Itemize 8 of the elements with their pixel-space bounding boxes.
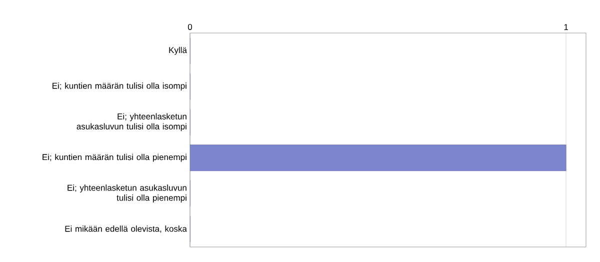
y-tick-label: Ei mikään edellä olevista, koska xyxy=(65,226,187,233)
y-tick-label: Ei; kuntien määrän tulisi olla isompi xyxy=(52,82,186,90)
x-tick-label: 0 xyxy=(188,24,192,30)
y-tick-label: Ei; yhteenlasketun asukasluvun tulisi olla isompi xyxy=(76,113,186,132)
y-tick-label: Ei; kuntien määrän tulisi olla pienempi xyxy=(42,154,186,162)
y-tick-label: Kyllä xyxy=(169,46,187,55)
y-tick-label: Ei; yhteenlasketun asukasluvun tulisi olla pienempi xyxy=(68,184,186,202)
x-tick-label: 1 xyxy=(564,24,568,30)
